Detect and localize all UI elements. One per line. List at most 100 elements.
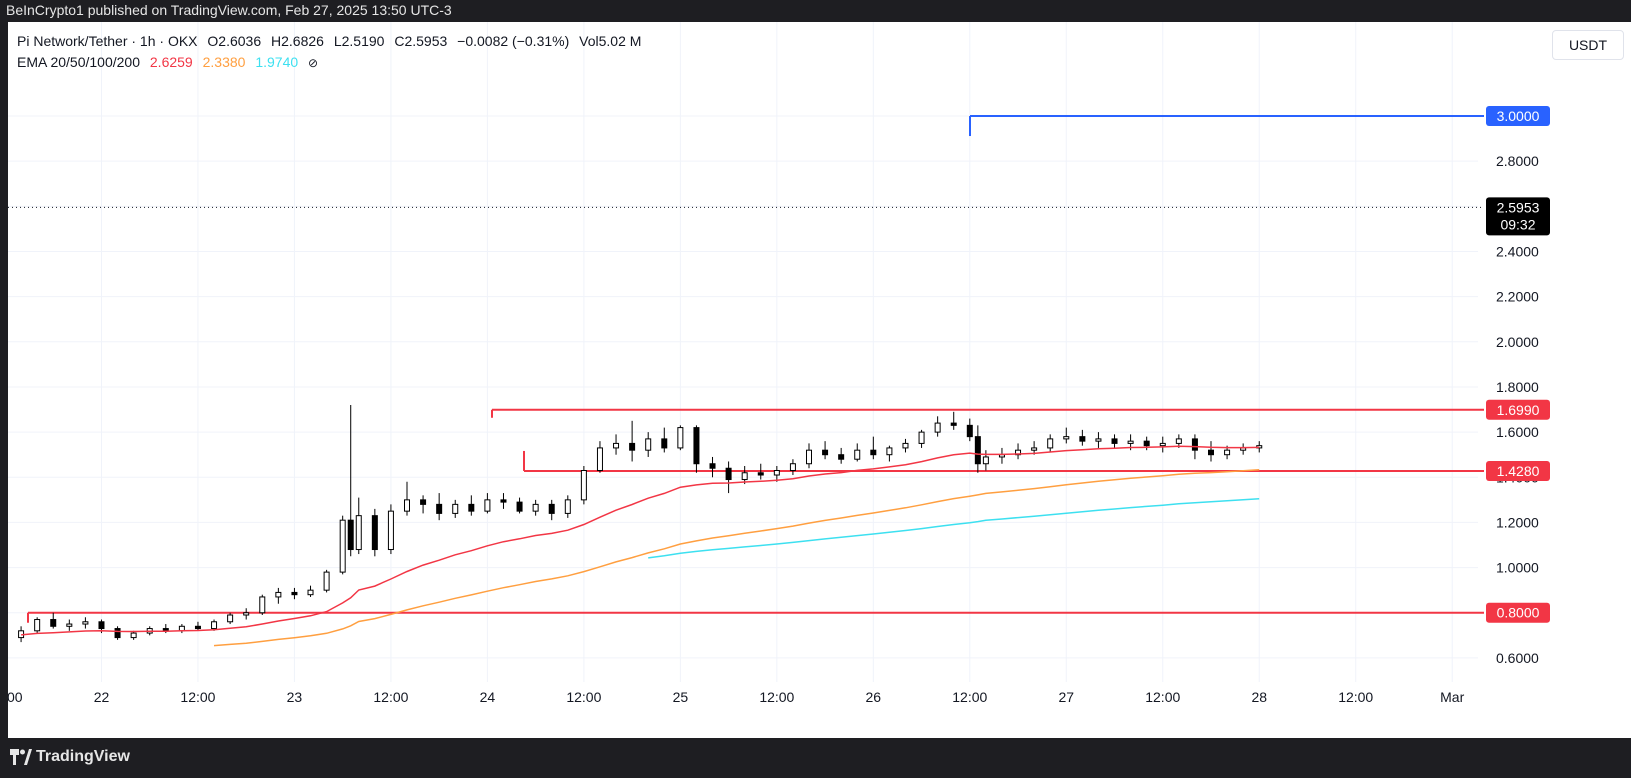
candle-up <box>387 510 394 551</box>
price-level-badge <box>1486 460 1550 481</box>
candle-down <box>974 436 981 465</box>
y-tick-label: 2.0000 <box>1496 334 1539 350</box>
candle-up <box>275 591 282 598</box>
x-tick-label: 12:00 <box>1145 689 1180 705</box>
x-tick-label: 26 <box>866 689 882 705</box>
candle-up <box>564 499 571 514</box>
publisher-text: BeInCrypto1 published on TradingView.com… <box>6 2 452 18</box>
price-level-label: 0.8000 <box>1497 605 1540 621</box>
candle-down <box>1191 438 1198 451</box>
y-tick-label: 1.6000 <box>1496 424 1539 440</box>
candle-up <box>645 438 652 451</box>
y-tick-label: 1.2000 <box>1496 514 1539 530</box>
candle-up <box>484 499 491 512</box>
price-level-badge <box>1486 399 1550 420</box>
countdown-label: 09:32 <box>1500 216 1535 232</box>
candle-down <box>548 503 555 514</box>
x-tick-label: 22 <box>94 689 110 705</box>
candle-down <box>693 427 700 465</box>
candle-down <box>966 424 973 438</box>
y-tick-label: 2.4000 <box>1496 243 1539 259</box>
candle-up <box>82 621 89 625</box>
candle-up <box>580 470 587 501</box>
tradingview-brand[interactable]: TradingView <box>36 748 130 765</box>
ema100-line <box>648 497 1260 559</box>
candle-up <box>1127 440 1134 444</box>
candle-down <box>98 621 105 630</box>
candle-down <box>347 519 354 551</box>
currency-button[interactable]: USDT <box>1552 30 1624 60</box>
ema50-value: 2.3380 <box>202 54 246 70</box>
x-tick-label: 12:00 <box>8 689 23 705</box>
candle-up <box>259 596 266 614</box>
candle-down <box>50 619 57 627</box>
chart-panel[interactable]: 0.60000.80001.00001.20001.40001.60001.80… <box>8 22 1631 738</box>
y-tick-label: 2.8000 <box>1496 153 1539 169</box>
candle-up <box>886 447 893 456</box>
price-level-label: 1.6990 <box>1497 402 1540 418</box>
candle-down <box>725 467 732 481</box>
y-tick-label: 0.6000 <box>1496 650 1539 666</box>
candle-up <box>34 619 41 632</box>
y-tick-label: 2.2000 <box>1496 289 1539 305</box>
candle-up <box>789 463 796 472</box>
candle-down <box>822 449 829 456</box>
candle-down <box>870 449 877 456</box>
footer-bar: TradingView <box>0 738 1631 778</box>
price-level-label: 3.0000 <box>1497 108 1540 124</box>
candle-up <box>211 621 218 630</box>
hide-eye-icon[interactable]: ⊘ <box>308 56 319 70</box>
candle-down <box>516 501 523 512</box>
candle-up <box>773 470 780 476</box>
candle-up <box>227 614 234 623</box>
ema50-line <box>213 469 1260 647</box>
candle-up <box>902 442 909 449</box>
candle-up <box>243 612 250 616</box>
candle-down <box>709 463 716 469</box>
publisher-bar: BeInCrypto1 published on TradingView.com… <box>0 0 1631 22</box>
candle-down <box>194 625 201 630</box>
candle-down <box>1208 449 1214 456</box>
x-tick-label: 12:00 <box>1338 689 1373 705</box>
candle-down <box>500 499 507 503</box>
candle-up <box>982 456 989 465</box>
candle-up <box>854 449 861 460</box>
candle-down <box>291 591 298 596</box>
last-price-badge <box>1486 197 1550 236</box>
candle-down <box>114 628 121 639</box>
volume-value: Vol5.02 M <box>579 33 642 49</box>
tradingview-logo-icon <box>10 749 32 765</box>
candle-up <box>613 442 620 449</box>
x-tick-label: Mar <box>1440 689 1464 705</box>
x-tick-label: 28 <box>1251 689 1267 705</box>
price-level-badge <box>1486 602 1550 623</box>
y-tick-label: 1.8000 <box>1496 379 1539 395</box>
price-level-label: 1.4280 <box>1497 463 1540 479</box>
low-value: L2.5190 <box>333 33 385 49</box>
x-tick-label: 24 <box>480 689 496 705</box>
ohlc-legend: Pi Network/Tether · 1h · OKX O2.6036 H2.… <box>17 33 647 49</box>
candle-up <box>1031 447 1038 451</box>
candle-up <box>741 472 748 481</box>
x-tick-label: 23 <box>287 689 303 705</box>
ema-label[interactable]: EMA 20/50/100/200 <box>17 54 140 70</box>
candle-down <box>629 442 636 451</box>
x-tick-label: 25 <box>673 689 689 705</box>
open-value: O2.6036 <box>207 33 262 49</box>
y-tick-label: 1.0000 <box>1496 560 1539 576</box>
symbol-label[interactable]: Pi Network/Tether · 1h · OKX <box>17 33 198 49</box>
candle-down <box>838 454 845 460</box>
candle-down <box>1111 438 1118 444</box>
candle-up <box>532 503 539 512</box>
candle-down <box>468 503 475 512</box>
candle-up <box>1047 438 1054 449</box>
candle-down <box>1079 436 1086 442</box>
ema-legend: EMA 20/50/100/200 2.6259 2.3380 1.9740 ⊘ <box>17 54 324 70</box>
candle-up <box>66 623 73 627</box>
price-chart[interactable]: 0.60000.80001.00001.20001.40001.60001.80… <box>8 22 1631 738</box>
x-tick-label: 12:00 <box>373 689 408 705</box>
change-value: −0.0082 (−0.31%) <box>457 33 570 49</box>
candle-up <box>934 422 941 433</box>
candle-down <box>371 515 378 551</box>
candle-up <box>1063 436 1070 440</box>
